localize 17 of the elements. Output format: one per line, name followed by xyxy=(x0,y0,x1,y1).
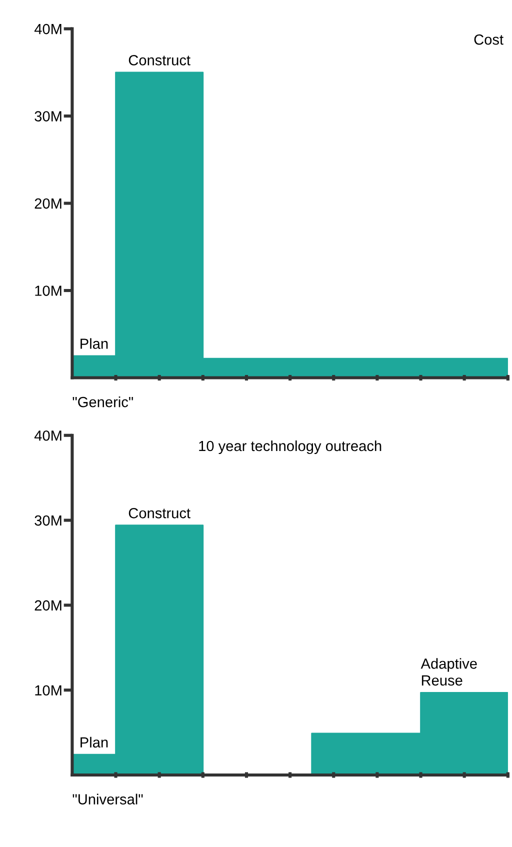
annotation: Plan xyxy=(80,736,108,748)
annotation: Construct xyxy=(128,508,190,518)
x-axis-title: "Generic" xyxy=(72,396,133,408)
chart-title: 10 year technology outreach xyxy=(199,440,382,454)
annotation: Construct xyxy=(128,55,190,66)
y-tick-label: 30M xyxy=(34,515,62,526)
y-tick-label: 40M xyxy=(34,24,62,34)
chart-title: Cost xyxy=(474,34,504,45)
y-tick-label: 10M xyxy=(35,685,62,696)
y-tick-label: 20M xyxy=(34,198,62,209)
y-tick-label: 30M xyxy=(34,111,62,122)
annotation: Plan xyxy=(80,338,108,349)
y-tick-label: 40M xyxy=(34,430,62,441)
y-tick-label: 20M xyxy=(34,600,62,611)
annotation: Adaptive Reuse xyxy=(420,658,477,686)
x-axis-title: "Universal" xyxy=(72,794,143,804)
y-tick-label: 10M xyxy=(35,286,62,296)
